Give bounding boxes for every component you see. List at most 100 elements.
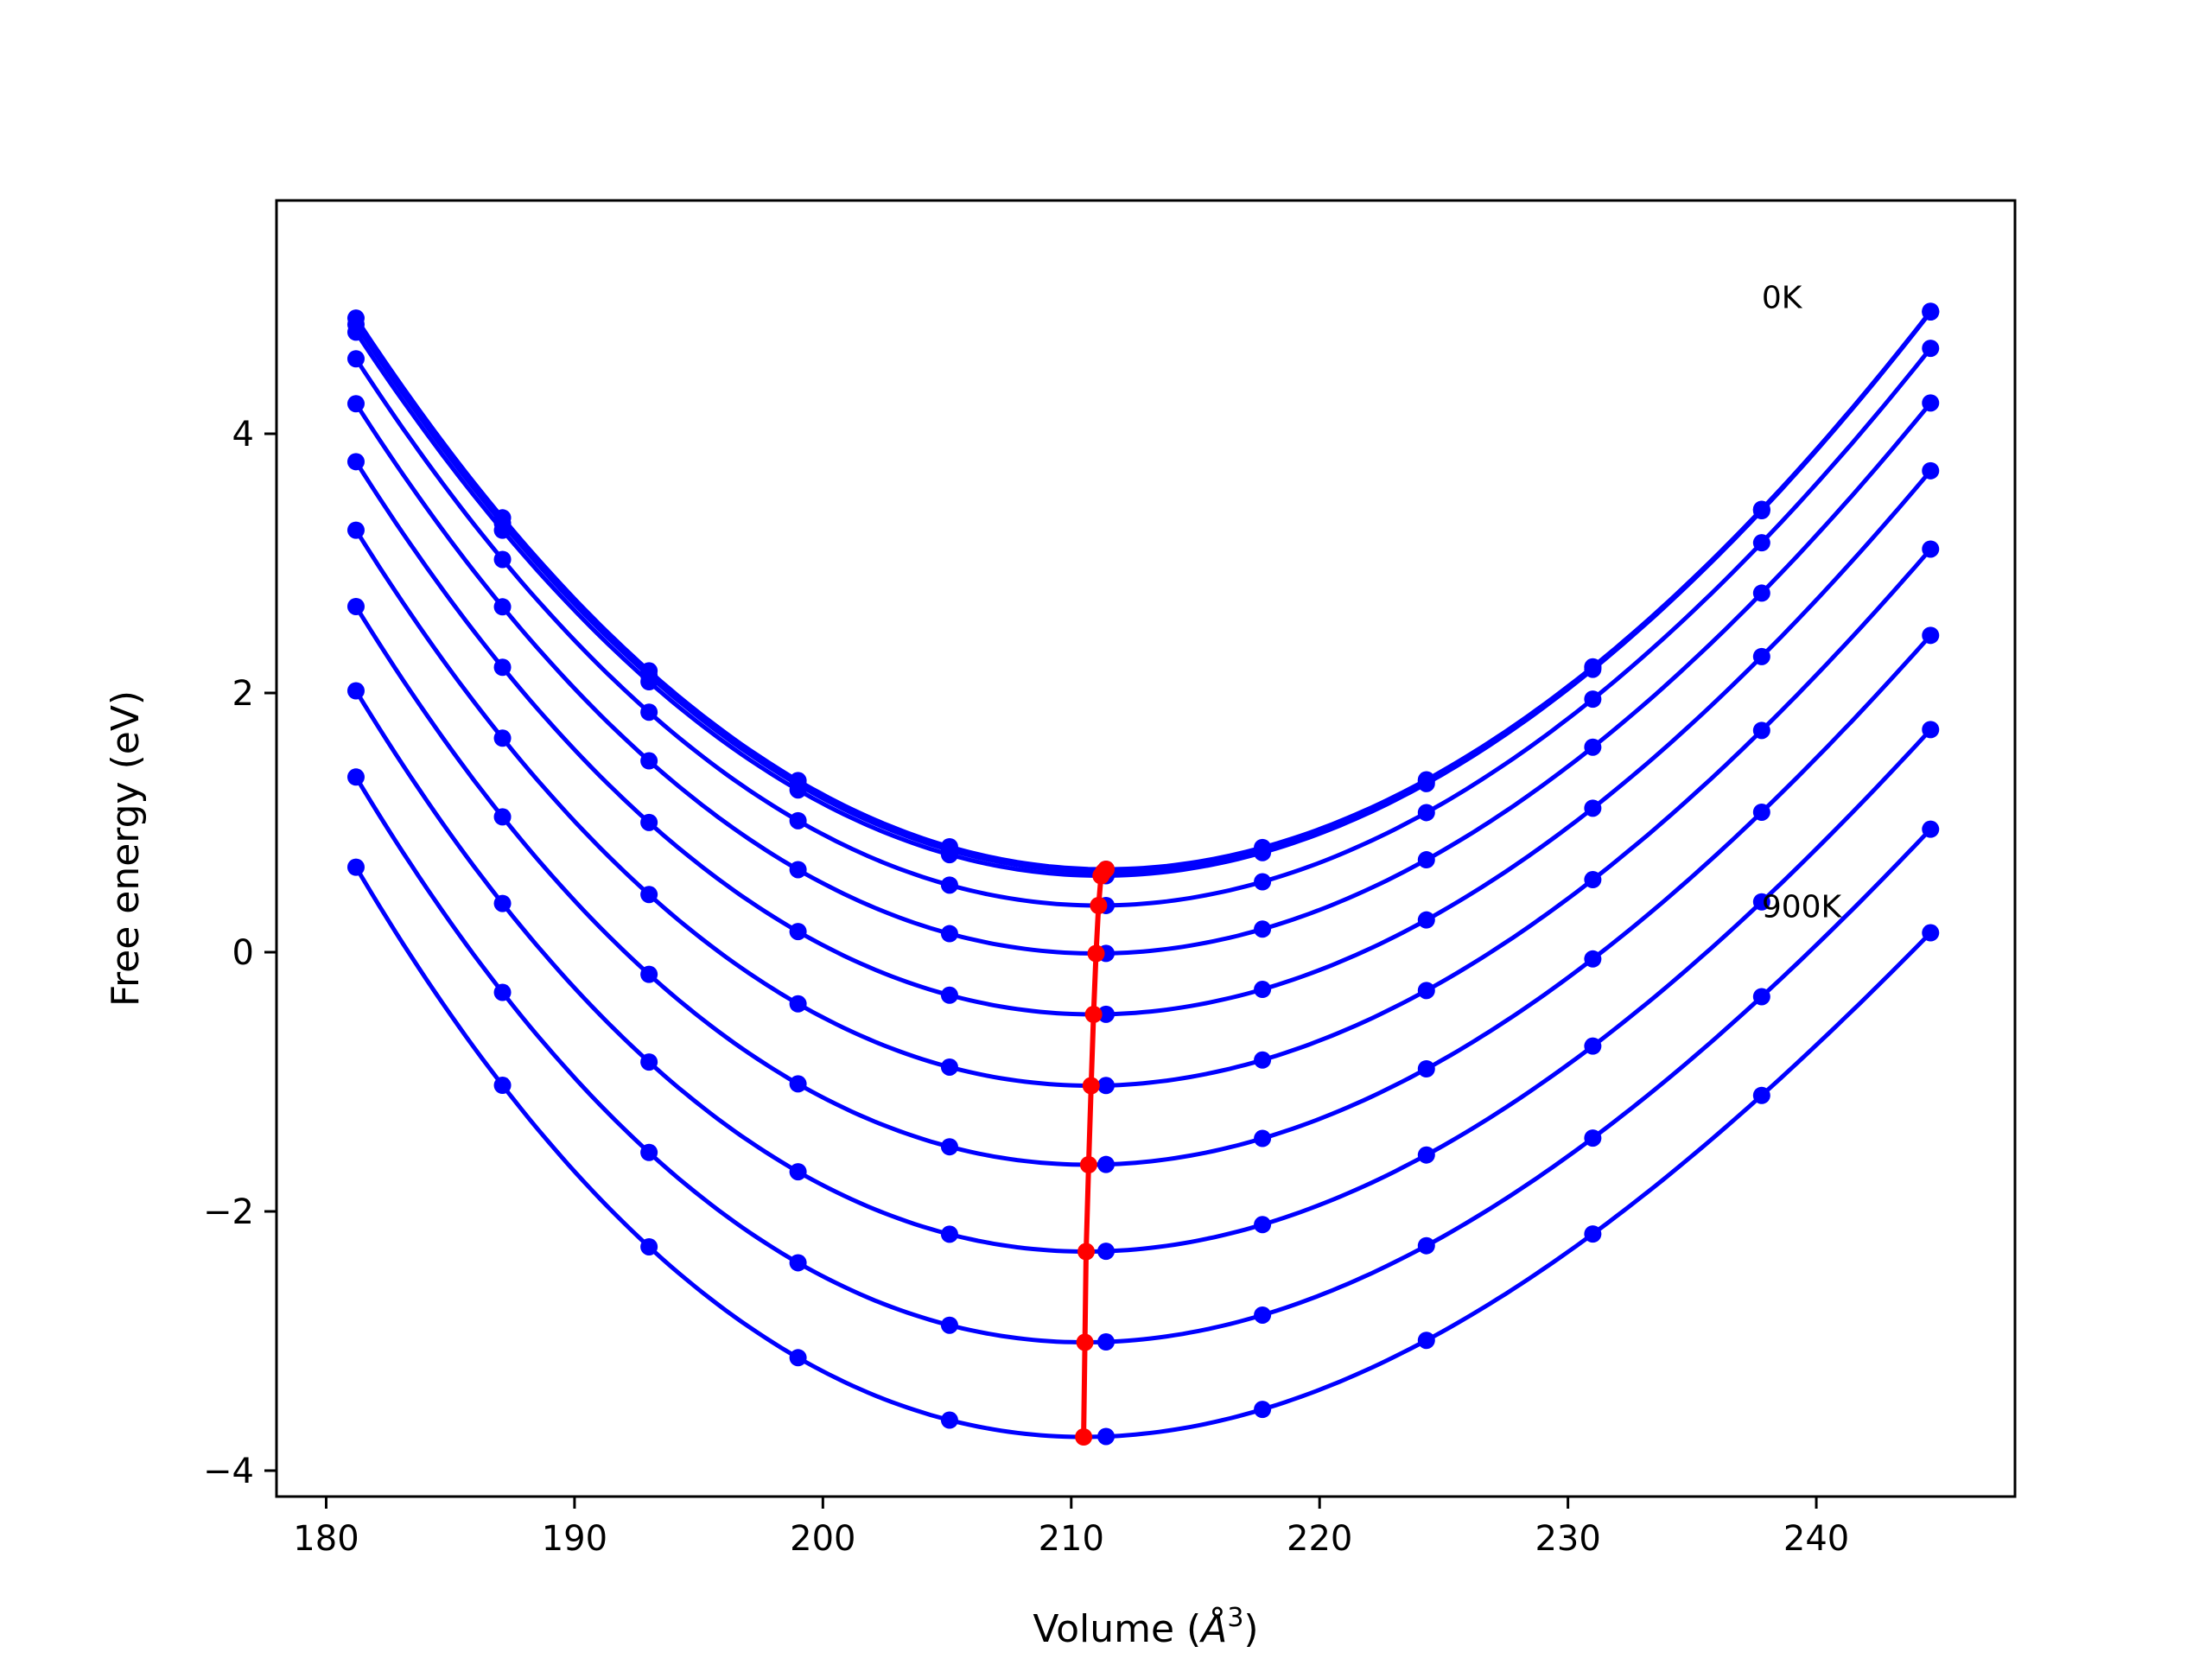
annotation-1: 900K: [1762, 890, 1843, 925]
point-6-3: [789, 995, 807, 1013]
point-10-8: [1584, 1225, 1602, 1243]
point-7-4: [940, 1138, 958, 1156]
point-7-2: [640, 965, 658, 983]
curve-4: [353, 401, 1933, 957]
point-8-3: [789, 1163, 807, 1181]
curve-9: [353, 776, 1933, 1344]
point-10-9: [1752, 1086, 1770, 1104]
curve-3: [353, 346, 1933, 908]
point-5-4: [940, 986, 958, 1004]
minimum-point-4: [1087, 944, 1105, 963]
point-3-0: [346, 350, 365, 368]
point-4-1: [493, 598, 512, 616]
curve-10: [353, 866, 1933, 1440]
point-8-1: [493, 894, 512, 912]
point-3-7: [1417, 804, 1435, 822]
point-2-6: [1254, 843, 1272, 861]
point-9-0: [346, 768, 365, 786]
curve-5: [353, 460, 1933, 1017]
point-9-9: [1752, 988, 1770, 1006]
point-8-4: [940, 1225, 958, 1243]
minimum-line: [1075, 861, 1116, 1446]
point-4-2: [640, 752, 658, 770]
point-7-9: [1752, 803, 1770, 821]
point-8-6: [1254, 1216, 1272, 1234]
point-4-3: [789, 861, 807, 879]
point-2-2: [640, 672, 658, 690]
minimum-point-10: [1075, 1428, 1093, 1446]
point-2-9: [1752, 502, 1770, 520]
y-axis-ticks: −4 −2 0 2 4: [203, 415, 276, 1491]
x-axis-label: Volume (Å3): [1033, 1603, 1258, 1651]
y-tick-label-4: 4: [232, 415, 254, 454]
point-5-2: [640, 813, 658, 831]
point-7-3: [789, 1075, 807, 1093]
point-10-6: [1254, 1401, 1272, 1419]
point-10-2: [640, 1237, 658, 1255]
plot-frame: [275, 199, 2017, 1498]
energy-curves: [353, 309, 1933, 1440]
point-4-10: [1922, 394, 1940, 412]
point-7-10: [1922, 626, 1940, 645]
x-tick-label-0: 180: [293, 1519, 359, 1559]
curve-8: [353, 690, 1933, 1254]
curve-6: [353, 529, 1933, 1088]
point-9-2: [640, 1143, 658, 1161]
point-6-2: [640, 886, 658, 904]
x-tick-label-5: 230: [1535, 1519, 1600, 1559]
point-2-7: [1417, 774, 1435, 792]
point-9-8: [1584, 1129, 1602, 1147]
point-6-7: [1417, 982, 1435, 1000]
point-6-6: [1254, 1051, 1272, 1069]
curve-7: [353, 605, 1933, 1167]
minimum-point-8: [1077, 1243, 1096, 1261]
point-5-9: [1752, 647, 1770, 665]
point-5-3: [789, 923, 807, 941]
point-6-10: [1922, 540, 1940, 558]
point-10-3: [789, 1349, 807, 1367]
point-3-6: [1254, 873, 1272, 891]
point-7-8: [1584, 950, 1602, 968]
point-9-5: [1097, 1333, 1116, 1351]
point-6-0: [346, 521, 365, 539]
annotation-0: 0K: [1762, 281, 1803, 316]
point-9-4: [940, 1316, 958, 1334]
point-4-9: [1752, 584, 1770, 602]
minimum-point-7: [1079, 1156, 1097, 1173]
point-5-10: [1922, 461, 1940, 480]
point-10-10: [1922, 924, 1940, 942]
x-axis-ticks: 180 190 200 210 220 230 240: [293, 1497, 1849, 1559]
point-8-7: [1417, 1146, 1435, 1164]
point-9-6: [1254, 1306, 1272, 1324]
point-9-3: [789, 1254, 807, 1272]
x-tick-label-4: 220: [1287, 1519, 1352, 1559]
point-6-5: [1097, 1077, 1116, 1095]
point-9-7: [1417, 1236, 1435, 1255]
point-3-1: [493, 550, 512, 569]
x-tick-label-6: 240: [1783, 1519, 1849, 1559]
point-8-10: [1922, 721, 1940, 739]
point-3-10: [1922, 340, 1940, 358]
minimum-point-6: [1082, 1077, 1100, 1095]
point-4-8: [1584, 738, 1602, 756]
point-7-0: [346, 597, 365, 615]
y-axis-label: Free energy (eV): [104, 690, 148, 1007]
energy-points: [346, 302, 1940, 1446]
point-10-4: [940, 1411, 958, 1429]
x-tick-label-3: 210: [1039, 1519, 1104, 1559]
point-5-0: [346, 453, 365, 471]
point-5-5: [1097, 1005, 1116, 1023]
point-8-0: [346, 682, 365, 700]
curve-2: [353, 310, 1933, 878]
point-7-7: [1417, 1060, 1435, 1078]
point-4-4: [940, 925, 958, 943]
point-2-8: [1584, 660, 1602, 678]
point-6-1: [493, 729, 512, 747]
point-2-4: [940, 846, 958, 864]
point-8-9: [1752, 893, 1770, 911]
point-5-8: [1584, 799, 1602, 817]
x-tick-label-1: 190: [542, 1519, 607, 1559]
point-3-3: [789, 811, 807, 830]
